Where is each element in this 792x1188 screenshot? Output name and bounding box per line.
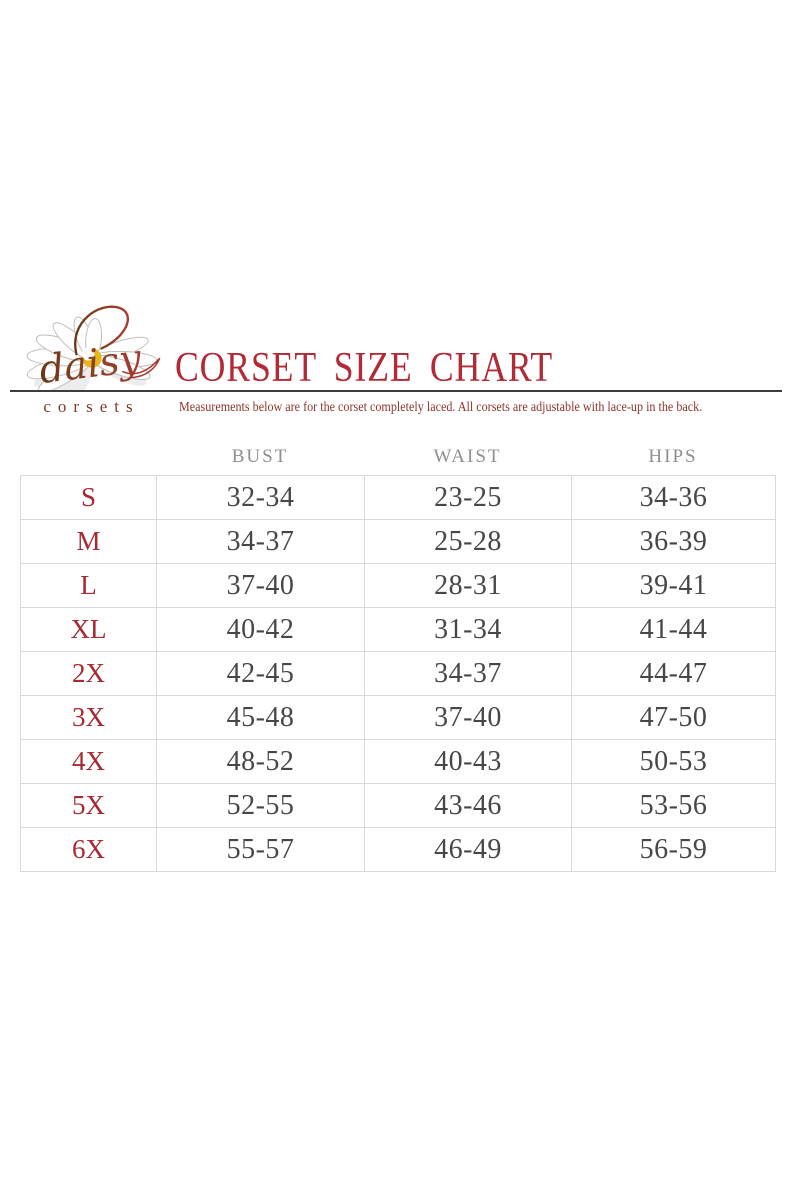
table-row: 4X 48-52 40-43 50-53 bbox=[20, 739, 776, 784]
table-row: M 34-37 25-28 36-39 bbox=[20, 519, 776, 564]
measurement-cell: 37-40 bbox=[156, 563, 365, 608]
measurement-cell: 31-34 bbox=[364, 607, 572, 652]
measurement-cell: 32-34 bbox=[156, 475, 365, 520]
measurement-cell: 40-42 bbox=[156, 607, 365, 652]
page-title: CORSET SIZE CHART bbox=[175, 345, 554, 391]
measurement-cell: 23-25 bbox=[364, 475, 572, 520]
measurement-cell: 40-43 bbox=[364, 739, 572, 784]
daisy-flower-icon: daisy bbox=[26, 305, 161, 392]
measurement-cell: 25-28 bbox=[364, 519, 572, 564]
table-row: 6X 55-57 46-49 56-59 bbox=[20, 827, 776, 872]
size-label-cell: 3X bbox=[20, 695, 157, 740]
column-header-waist: WAIST bbox=[433, 446, 502, 467]
size-table: S 32-34 23-25 34-36 M 34-37 25-28 36-39 L 37-40 28… bbox=[20, 475, 776, 872]
measurement-cell: 39-41 bbox=[571, 563, 776, 608]
measurement-cell: 48-52 bbox=[156, 739, 365, 784]
column-header-hips: HIPS bbox=[648, 446, 698, 467]
size-label-cell: XL bbox=[20, 607, 157, 652]
measurement-cell: 52-55 bbox=[156, 783, 365, 828]
measurement-cell: 34-36 bbox=[571, 475, 776, 520]
size-label-cell: S bbox=[20, 475, 157, 520]
table-row: 2X 42-45 34-37 44-47 bbox=[20, 651, 776, 696]
measurement-cell: 34-37 bbox=[156, 519, 365, 564]
measurement-cell: 53-56 bbox=[571, 783, 776, 828]
measurement-cell: 50-53 bbox=[571, 739, 776, 784]
measurement-cell: 43-46 bbox=[364, 783, 572, 828]
header-divider bbox=[10, 390, 782, 392]
size-label-cell: 6X bbox=[20, 827, 157, 872]
brand-wordmark: corsets bbox=[43, 397, 140, 416]
measurement-cell: 46-49 bbox=[364, 827, 572, 872]
table-row: L 37-40 28-31 39-41 bbox=[20, 563, 776, 608]
size-table-body: S 32-34 23-25 34-36 M 34-37 25-28 36-39 L 37-40 28… bbox=[20, 475, 776, 872]
table-row: 5X 52-55 43-46 53-56 bbox=[20, 783, 776, 828]
measurement-cell: 45-48 bbox=[156, 695, 365, 740]
column-header-bust: BUST bbox=[231, 446, 289, 467]
measurement-cell: 34-37 bbox=[364, 651, 572, 696]
measurement-cell: 55-57 bbox=[156, 827, 365, 872]
table-row: XL 40-42 31-34 41-44 bbox=[20, 607, 776, 652]
size-label-cell: 2X bbox=[20, 651, 157, 696]
size-label-cell: 4X bbox=[20, 739, 157, 784]
column-headers: BUST WAIST HIPS bbox=[156, 446, 775, 468]
table-row: S 32-34 23-25 34-36 bbox=[20, 475, 776, 520]
measurement-cell: 28-31 bbox=[364, 563, 572, 608]
measurement-cell: 36-39 bbox=[571, 519, 776, 564]
size-label-cell: L bbox=[20, 563, 157, 608]
size-label-cell: M bbox=[20, 519, 157, 564]
brand-logo: daisy bbox=[12, 300, 167, 392]
measurement-cell: 56-59 bbox=[571, 827, 776, 872]
measurement-cell: 44-47 bbox=[571, 651, 776, 696]
subtitle: Measurements below are for the corset co… bbox=[179, 400, 703, 415]
measurement-cell: 37-40 bbox=[364, 695, 572, 740]
measurement-cell: 42-45 bbox=[156, 651, 365, 696]
measurement-cell: 47-50 bbox=[571, 695, 776, 740]
size-label-cell: 5X bbox=[20, 783, 157, 828]
measurement-cell: 41-44 bbox=[571, 607, 776, 652]
table-row: 3X 45-48 37-40 47-50 bbox=[20, 695, 776, 740]
